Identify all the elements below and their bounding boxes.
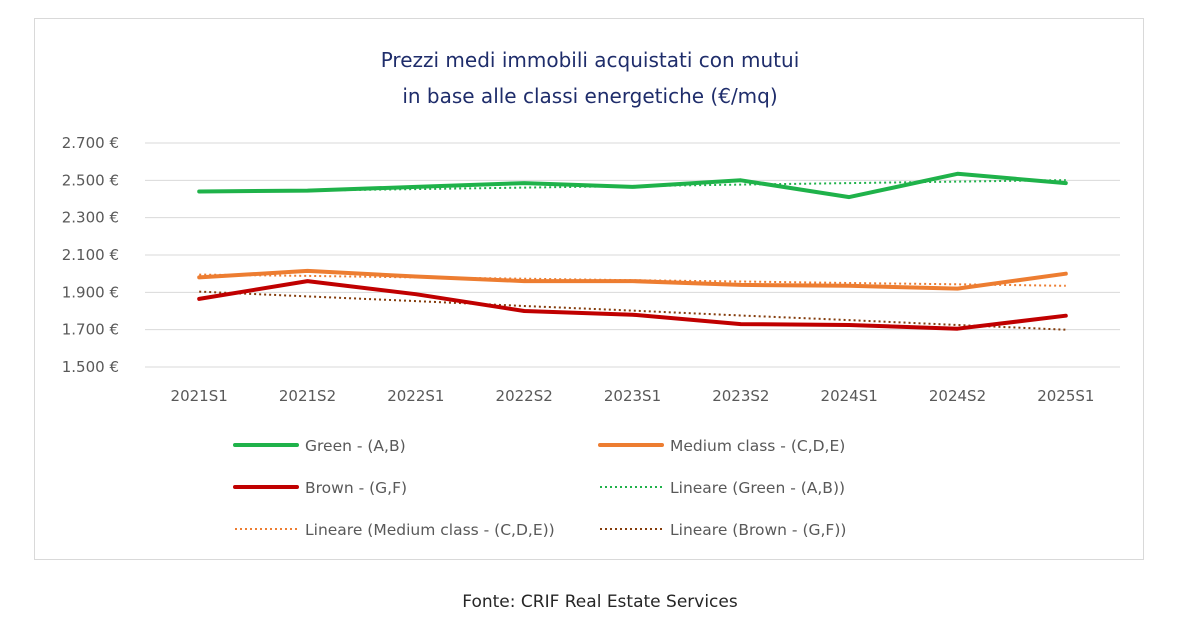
y-tick-label: 2.100 € bbox=[62, 246, 119, 264]
y-tick-label: 2.300 € bbox=[62, 209, 119, 227]
legend: Green - (A,B) Medium class - (C,D,E) Brown… bbox=[233, 437, 846, 539]
legend-label: Brown - (G,F) bbox=[305, 479, 407, 497]
legend-item: Brown - (G,F) bbox=[233, 479, 407, 497]
x-tick-label: 2021S2 bbox=[279, 387, 336, 405]
y-tick-label: 1.700 € bbox=[62, 321, 119, 339]
y-tick-label: 1.500 € bbox=[62, 358, 119, 376]
y-tick-label: 1.900 € bbox=[62, 283, 119, 301]
y-axis-ticks: 1.500 € 1.700 € 1.900 € 2.100 € 2.300 € 2.500… bbox=[62, 134, 119, 376]
line-chart: Prezzi medi immobili acquistati con mutu… bbox=[62, 48, 1120, 539]
legend-label: Lineare (Medium class - (C,D,E)) bbox=[305, 521, 555, 539]
legend-item: Lineare (Medium class - (C,D,E)) bbox=[235, 521, 555, 539]
x-axis-ticks: 2021S1 2021S2 2022S1 2022S2 2023S1 2023S2 2024… bbox=[171, 387, 1095, 405]
y-tick-label: 2.500 € bbox=[62, 171, 119, 189]
legend-label: Lineare (Brown - (G,F)) bbox=[670, 521, 846, 539]
legend-item: Green - (A,B) bbox=[233, 437, 406, 455]
chart-title-line-1: Prezzi medi immobili acquistati con mutu… bbox=[381, 48, 800, 72]
x-tick-label: 2021S1 bbox=[171, 387, 228, 405]
legend-item: Lineare (Brown - (G,F)) bbox=[600, 521, 846, 539]
legend-label: Medium class - (C,D,E) bbox=[670, 437, 845, 455]
series-lines bbox=[197, 171, 1068, 331]
chart-title: Prezzi medi immobili acquistati con mutu… bbox=[381, 48, 800, 108]
chart-frame: Prezzi medi immobili acquistati con mutu… bbox=[34, 18, 1144, 560]
x-tick-label: 2023S2 bbox=[712, 387, 769, 405]
series-line-0 bbox=[197, 171, 1068, 200]
series-line-1 bbox=[197, 268, 1068, 291]
gridlines bbox=[145, 142, 1120, 368]
legend-item: Lineare (Green - (A,B)) bbox=[600, 479, 845, 497]
legend-item: Medium class - (C,D,E) bbox=[598, 437, 845, 455]
trendline-5 bbox=[199, 290, 1066, 331]
source-caption: Fonte: CRIF Real Estate Services bbox=[462, 592, 738, 612]
series-line-2 bbox=[197, 279, 1068, 331]
legend-label: Lineare (Green - (A,B)) bbox=[670, 479, 845, 497]
y-tick-label: 2.700 € bbox=[62, 134, 119, 152]
x-tick-label: 2022S2 bbox=[496, 387, 553, 405]
legend-label: Green - (A,B) bbox=[305, 437, 406, 455]
x-tick-label: 2024S2 bbox=[929, 387, 986, 405]
x-tick-label: 2023S1 bbox=[604, 387, 661, 405]
x-tick-label: 2024S1 bbox=[821, 387, 878, 405]
x-tick-label: 2022S1 bbox=[387, 387, 444, 405]
x-tick-label: 2025S1 bbox=[1037, 387, 1094, 405]
chart-title-line-2: in base alle classi energetiche (€/mq) bbox=[402, 84, 777, 108]
